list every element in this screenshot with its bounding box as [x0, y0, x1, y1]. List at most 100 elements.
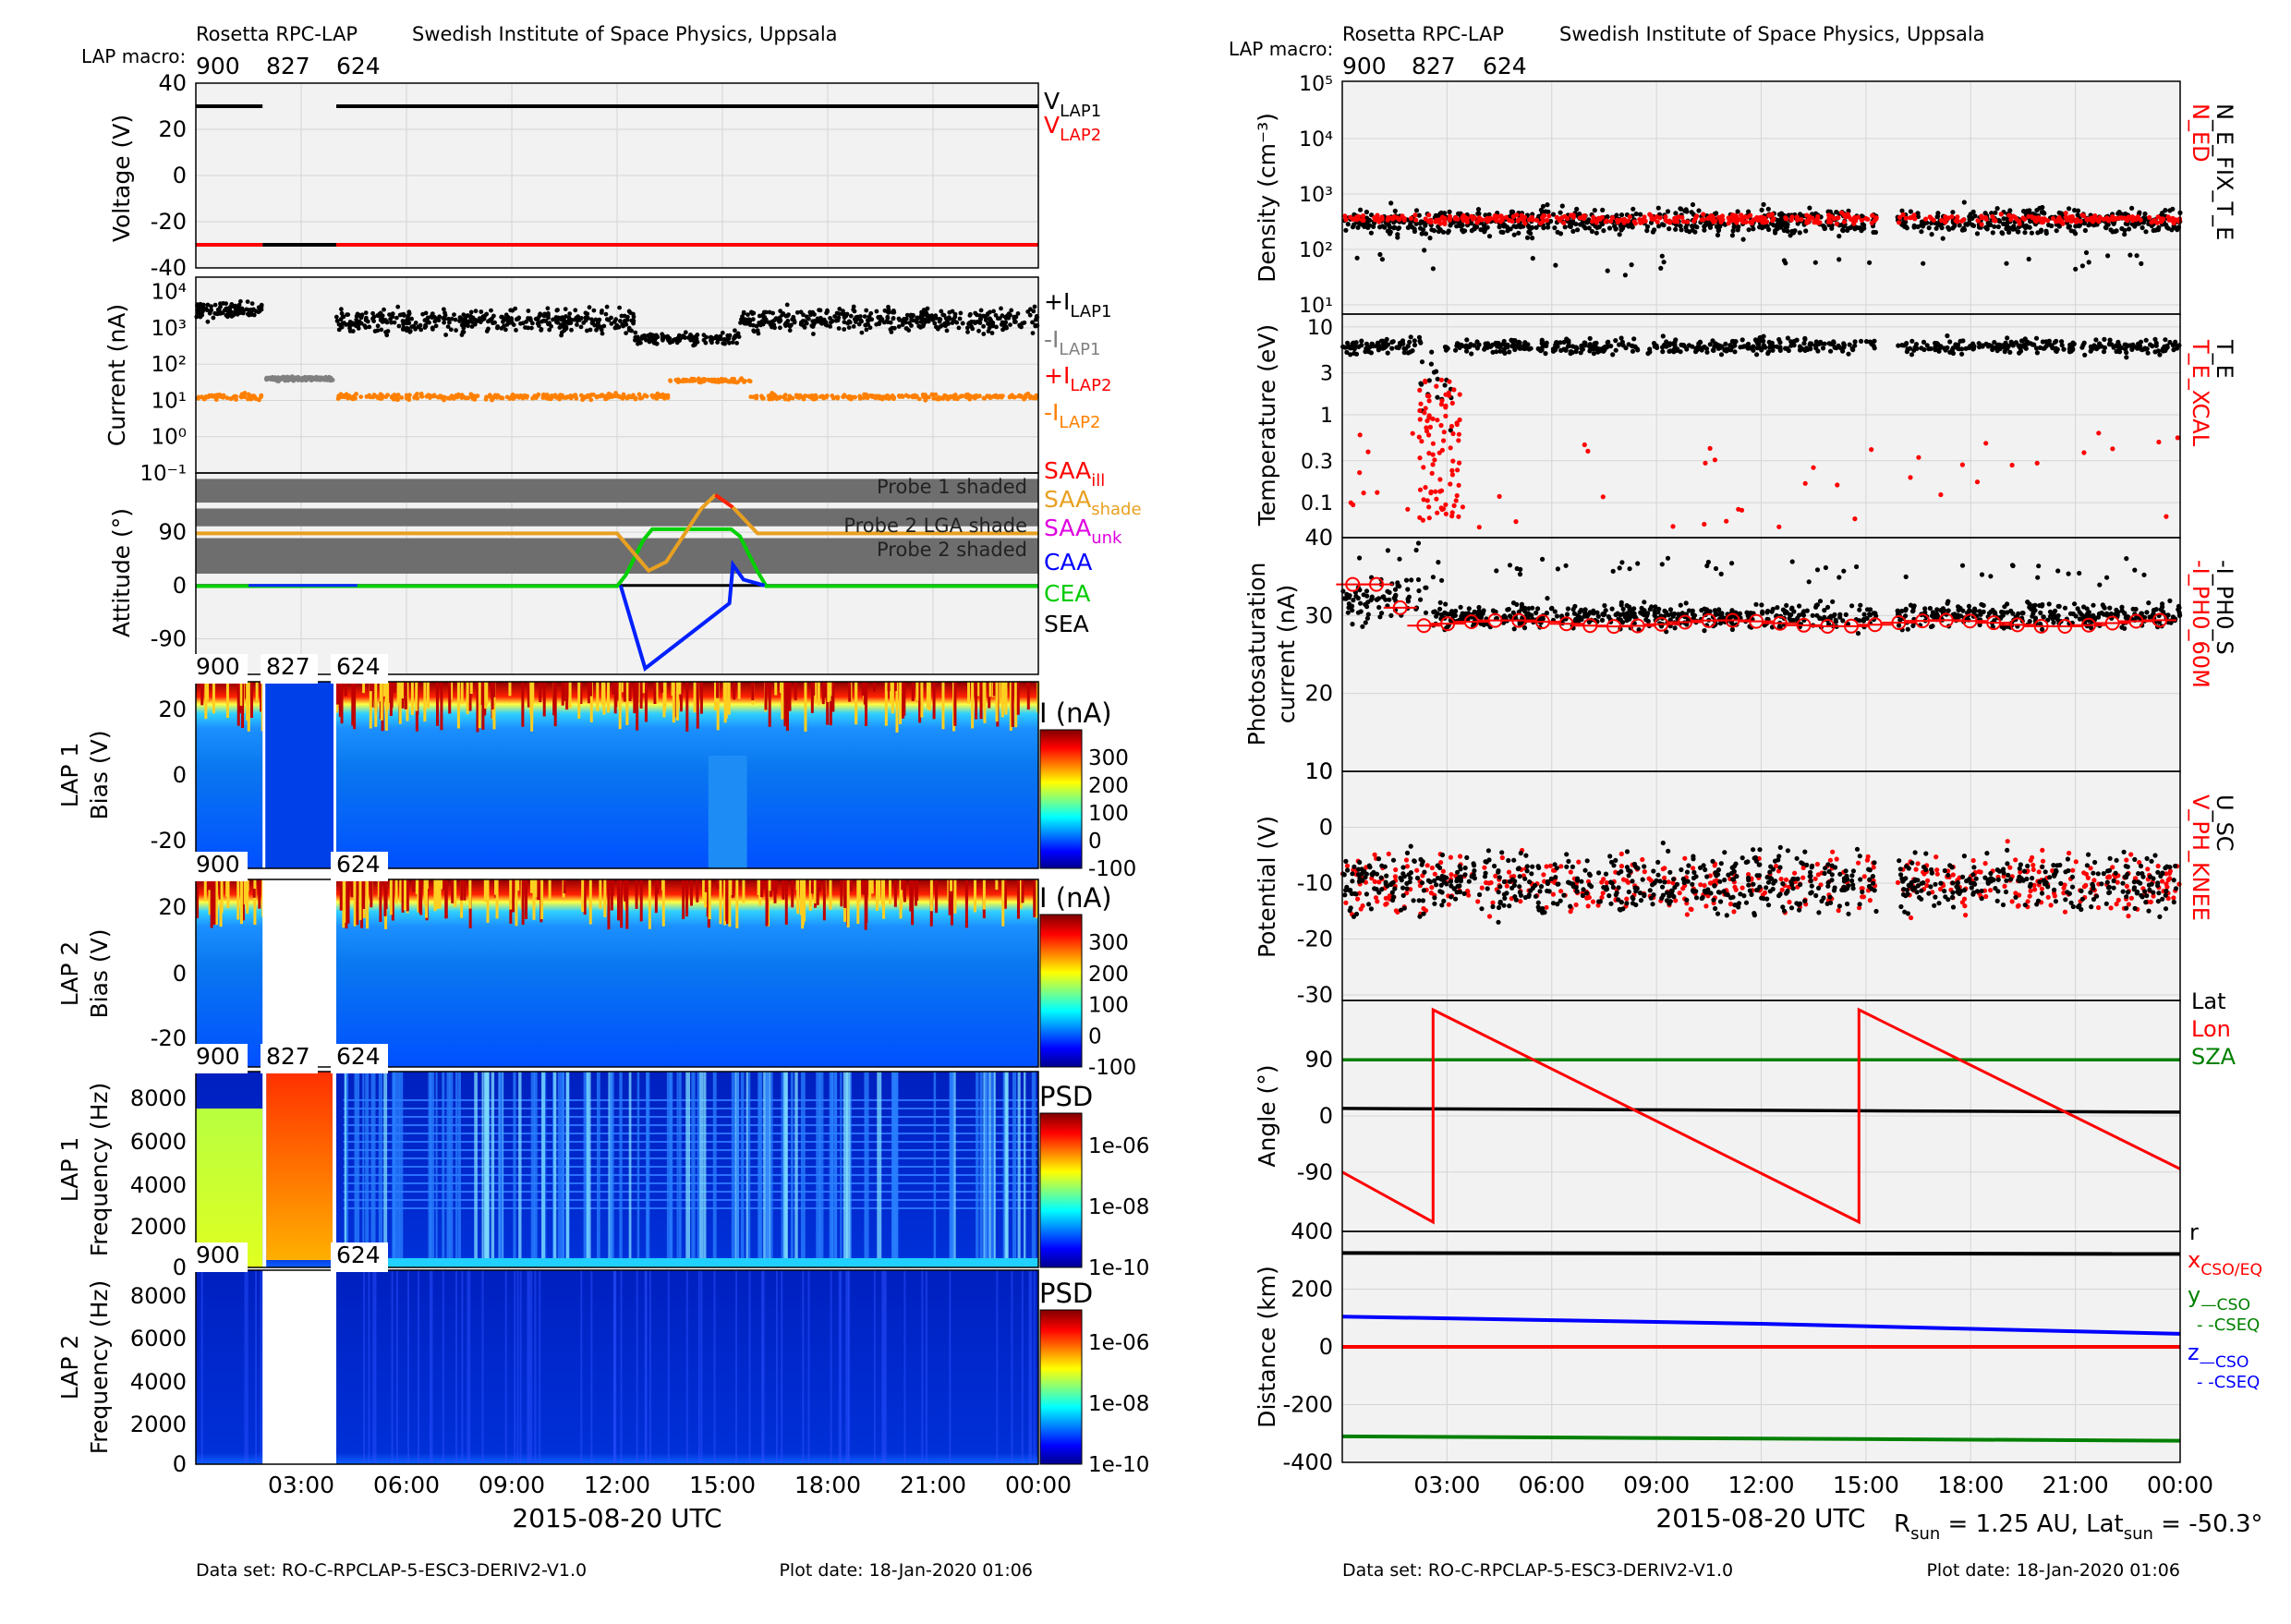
data-point [867, 315, 872, 320]
data-point [382, 308, 386, 312]
data-point [235, 307, 239, 311]
heatmap-streak [980, 682, 983, 719]
data-point [2139, 261, 2143, 266]
data-point [2127, 253, 2132, 258]
data-point [1986, 344, 1991, 348]
data-gap-edge [262, 1072, 266, 1267]
data-point [413, 327, 418, 332]
data-point [764, 318, 769, 322]
psd-streak [247, 1270, 248, 1464]
data-point [1558, 348, 1563, 353]
data-point [1722, 348, 1727, 353]
data-point [757, 332, 761, 336]
data-point [1527, 217, 1532, 222]
heatmap-streak [340, 879, 343, 911]
data-point [1652, 217, 1656, 222]
psd-streak [921, 1270, 923, 1464]
data-point [1849, 217, 1853, 222]
data-point [1959, 352, 1964, 357]
data-point [642, 333, 647, 338]
psd-streak [530, 1270, 532, 1464]
psd-streak [934, 1072, 936, 1267]
data-point [1842, 212, 1847, 217]
data-point [406, 309, 411, 314]
data-point [2041, 339, 2045, 344]
psd-streak [467, 1270, 468, 1464]
data-point [1456, 438, 1461, 442]
psd-streak [446, 1072, 450, 1267]
data-point [2003, 349, 2007, 354]
data-point [404, 319, 408, 323]
heatmap-streak [491, 682, 494, 709]
heatmap-streak [599, 879, 601, 908]
data-point [673, 378, 678, 382]
psd-streak [801, 1072, 806, 1267]
heatmap-streak [719, 879, 721, 924]
psd-streak [357, 1072, 359, 1267]
heatmap-streak [395, 879, 398, 903]
data-point [2034, 336, 2039, 341]
data-point [1571, 212, 1576, 217]
data-point [394, 316, 399, 321]
data-point [1846, 352, 1850, 357]
heatmap-streak [796, 879, 799, 914]
data-point [1826, 217, 1831, 222]
data-point [1777, 340, 1782, 345]
heatmap-streak [401, 682, 404, 698]
data-point [709, 338, 713, 343]
data-point [1630, 262, 1634, 267]
heatmap-streak [370, 879, 372, 907]
data-point [651, 333, 656, 338]
data-point [280, 375, 285, 380]
heatmap-streak [953, 682, 956, 726]
data-point [1941, 236, 1946, 241]
data-point [1975, 231, 1980, 236]
data-point [968, 312, 973, 317]
data-point [1474, 220, 1479, 224]
data-point [1626, 219, 1630, 224]
data-point [1441, 438, 1446, 442]
psd-streak [395, 1072, 400, 1267]
heatmap-streak [974, 879, 976, 912]
data-point [251, 308, 256, 312]
data-point [1418, 488, 1423, 492]
data-point [947, 310, 952, 315]
data-gap [262, 1270, 336, 1464]
data-point [595, 394, 600, 399]
psd-streak [686, 1270, 688, 1464]
data-point [2035, 350, 2040, 355]
data-point [1485, 219, 1490, 224]
heatmap-streak [935, 879, 938, 913]
data-point [863, 314, 867, 319]
heatmap-streak [765, 682, 768, 709]
data-point [430, 315, 434, 320]
data-point [600, 310, 604, 315]
psd-streak [372, 1270, 374, 1464]
data-point [1007, 314, 1012, 319]
psd-floor [336, 1258, 1038, 1267]
data-point [991, 309, 996, 314]
psd-streak [396, 1270, 398, 1464]
data-point [2084, 217, 2089, 222]
data-point [1412, 338, 1417, 343]
data-point [1755, 345, 1760, 350]
psd-streak [846, 1072, 851, 1267]
data-point [1400, 213, 1404, 218]
heatmap-streak [760, 879, 763, 897]
data-point [1494, 349, 1498, 354]
data-point [462, 330, 467, 334]
data-point [2163, 337, 2167, 342]
heatmap-streak [494, 879, 497, 895]
data-point [1623, 345, 1628, 350]
heatmap-streak [479, 682, 481, 728]
data-point [613, 394, 618, 398]
heatmap-streak [552, 682, 555, 715]
data-point [788, 328, 793, 333]
heatmap-streak [716, 879, 719, 889]
data-point [1435, 395, 1439, 400]
data-point [1497, 494, 1502, 499]
data-point [2067, 345, 2072, 350]
data-point [1023, 321, 1027, 325]
psd-streak [365, 1072, 369, 1267]
heatmap-streak [661, 682, 663, 693]
